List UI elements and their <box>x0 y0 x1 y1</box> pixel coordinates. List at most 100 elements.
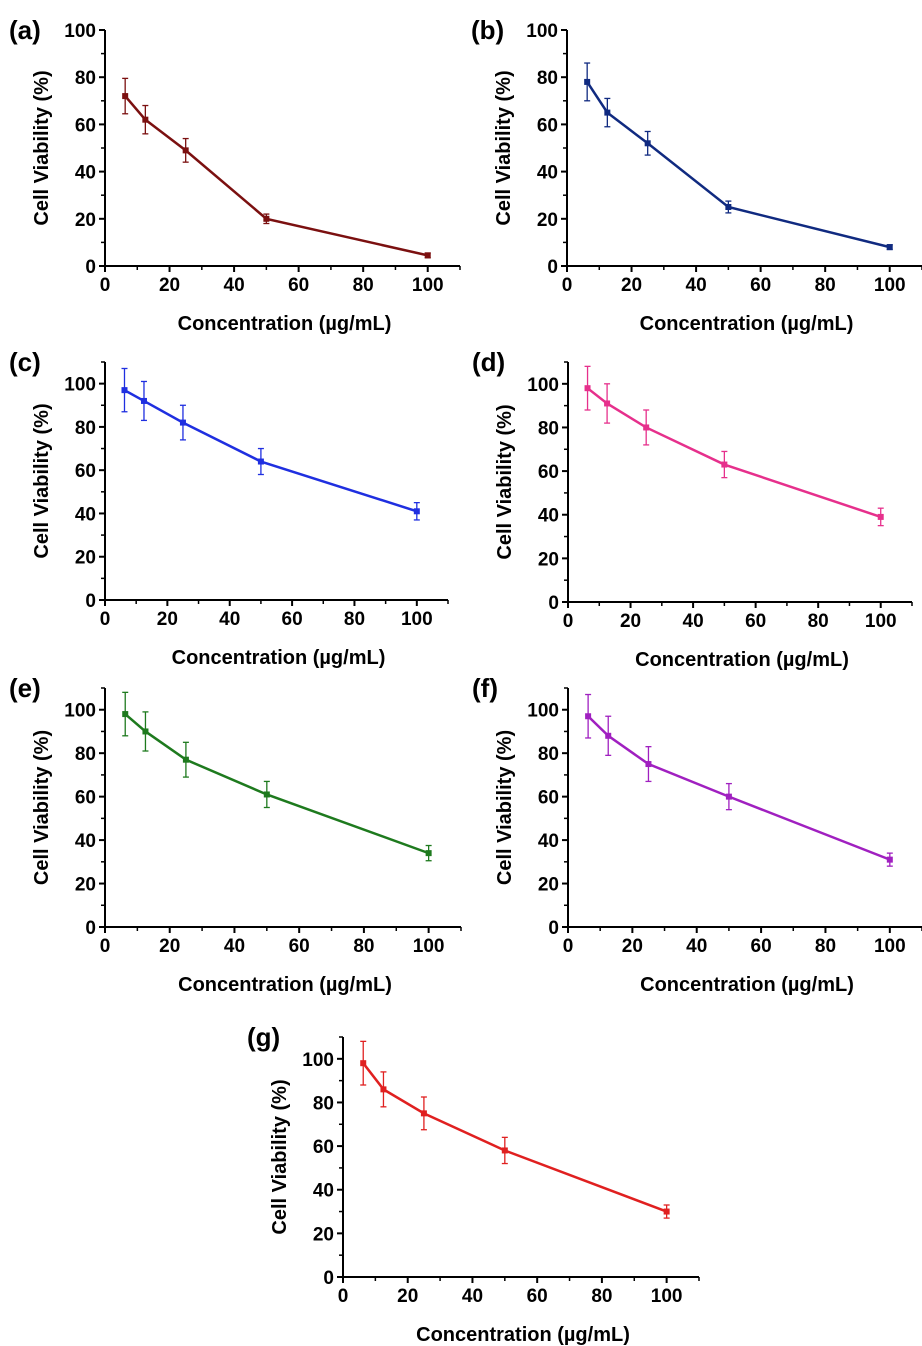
y-axis-title: Cell Viability (%) <box>493 70 515 225</box>
x-tick-label: 80 <box>353 936 374 957</box>
y-tick-label: 100 <box>64 701 96 722</box>
y-tick-label: 60 <box>75 788 96 809</box>
x-tick-label: 20 <box>159 275 180 296</box>
data-point <box>886 244 893 251</box>
y-tick-label: 60 <box>538 788 559 809</box>
data-point <box>182 147 189 154</box>
series-line <box>123 389 418 513</box>
data-point <box>725 793 732 800</box>
panel-6: 0 20 40 60 80 100 0 20 40 60 80 100 Concentration (µ… <box>247 1022 700 1346</box>
data-point <box>121 387 128 394</box>
data-point <box>179 419 186 426</box>
x-axis-title: Concentration (µg/mL) <box>640 974 854 996</box>
x-axis-title: Concentration (µg/mL) <box>178 974 392 996</box>
series-line <box>124 95 429 257</box>
x-tick-label: 100 <box>412 275 444 296</box>
x-tick-label: 100 <box>874 936 906 957</box>
y-tick-label: 100 <box>527 701 559 722</box>
x-tick-label: 100 <box>401 609 433 630</box>
x-tick-label: 80 <box>591 1286 612 1307</box>
y-tick-label: 0 <box>323 1268 334 1289</box>
x-tick-label: 60 <box>289 936 310 957</box>
series-line <box>124 713 430 855</box>
panel-5: 0 20 40 60 80 100 0 20 40 60 80 100 Concentration (µ… <box>472 673 922 996</box>
y-tick-label: 80 <box>75 68 96 89</box>
y-tick-label: 0 <box>85 918 96 939</box>
x-tick-label: 40 <box>462 1286 483 1307</box>
x-tick-label: 100 <box>874 275 906 296</box>
data-point <box>604 109 611 116</box>
x-tick-label: 0 <box>563 936 574 957</box>
data-point <box>584 385 591 392</box>
x-tick-label: 60 <box>745 611 766 632</box>
x-tick-label: 40 <box>224 936 245 957</box>
y-tick-label: 0 <box>547 257 558 278</box>
x-tick-label: 20 <box>622 936 643 957</box>
data-point <box>585 713 592 720</box>
x-tick-label: 0 <box>100 609 111 630</box>
y-tick-label: 0 <box>85 591 96 612</box>
data-point <box>605 732 612 739</box>
y-tick-label: 100 <box>64 21 96 42</box>
x-tick-label: 0 <box>338 1286 349 1307</box>
y-tick-label: 20 <box>537 210 558 231</box>
panel-0: 0 20 40 60 80 100 0 20 40 60 80 100 Concentration (µ… <box>9 15 461 335</box>
x-axis-title: Concentration (µg/mL) <box>635 649 849 671</box>
x-tick-label: 60 <box>751 936 772 957</box>
x-tick-label: 20 <box>157 609 178 630</box>
y-tick-label: 80 <box>538 744 559 765</box>
data-point <box>413 508 420 515</box>
y-tick-label: 100 <box>302 1050 334 1071</box>
y-tick-label: 40 <box>537 163 558 184</box>
y-tick-label: 20 <box>75 548 96 569</box>
x-tick-label: 0 <box>100 275 111 296</box>
series-line <box>586 387 882 519</box>
panel-label: (f) <box>472 673 498 703</box>
x-tick-label: 20 <box>621 275 642 296</box>
y-tick-label: 40 <box>75 163 96 184</box>
panel-label: (e) <box>9 673 41 703</box>
y-axis-title: Cell Viability (%) <box>31 403 53 558</box>
data-point <box>721 461 728 468</box>
data-point <box>142 728 149 735</box>
x-tick-label: 80 <box>808 611 829 632</box>
x-tick-label: 100 <box>651 1286 683 1307</box>
panel-label: (d) <box>472 347 505 377</box>
y-tick-label: 40 <box>313 1181 334 1202</box>
panel-label: (b) <box>471 15 504 45</box>
panel-label: (a) <box>9 15 41 45</box>
x-tick-label: 100 <box>865 611 897 632</box>
y-tick-label: 80 <box>537 68 558 89</box>
x-tick-label: 0 <box>562 275 573 296</box>
x-axis-title: Concentration (µg/mL) <box>640 313 854 335</box>
data-point <box>420 1110 427 1117</box>
series-line <box>587 715 891 861</box>
data-point <box>425 850 432 857</box>
data-point <box>263 791 270 798</box>
y-tick-label: 0 <box>548 918 559 939</box>
data-point <box>380 1086 387 1093</box>
x-tick-label: 60 <box>288 275 309 296</box>
data-point <box>644 140 651 147</box>
data-point <box>663 1208 670 1215</box>
y-tick-label: 80 <box>75 418 96 439</box>
y-tick-label: 40 <box>538 506 559 527</box>
y-axis-title: Cell Viability (%) <box>31 730 53 885</box>
x-tick-label: 40 <box>219 609 240 630</box>
x-tick-label: 0 <box>563 611 574 632</box>
data-point <box>142 116 149 123</box>
x-tick-label: 20 <box>159 936 180 957</box>
x-axis-title: Concentration (µg/mL) <box>416 1324 630 1346</box>
y-tick-label: 0 <box>548 593 559 614</box>
y-tick-label: 60 <box>75 461 96 482</box>
x-tick-label: 80 <box>353 275 374 296</box>
y-tick-label: 60 <box>75 115 96 136</box>
x-axis-title: Concentration (µg/mL) <box>178 313 392 335</box>
data-point <box>645 761 652 768</box>
y-tick-label: 40 <box>75 504 96 525</box>
data-point <box>643 424 650 431</box>
x-tick-label: 60 <box>527 1286 548 1307</box>
data-point <box>501 1147 508 1154</box>
y-tick-label: 20 <box>75 210 96 231</box>
x-tick-label: 80 <box>344 609 365 630</box>
